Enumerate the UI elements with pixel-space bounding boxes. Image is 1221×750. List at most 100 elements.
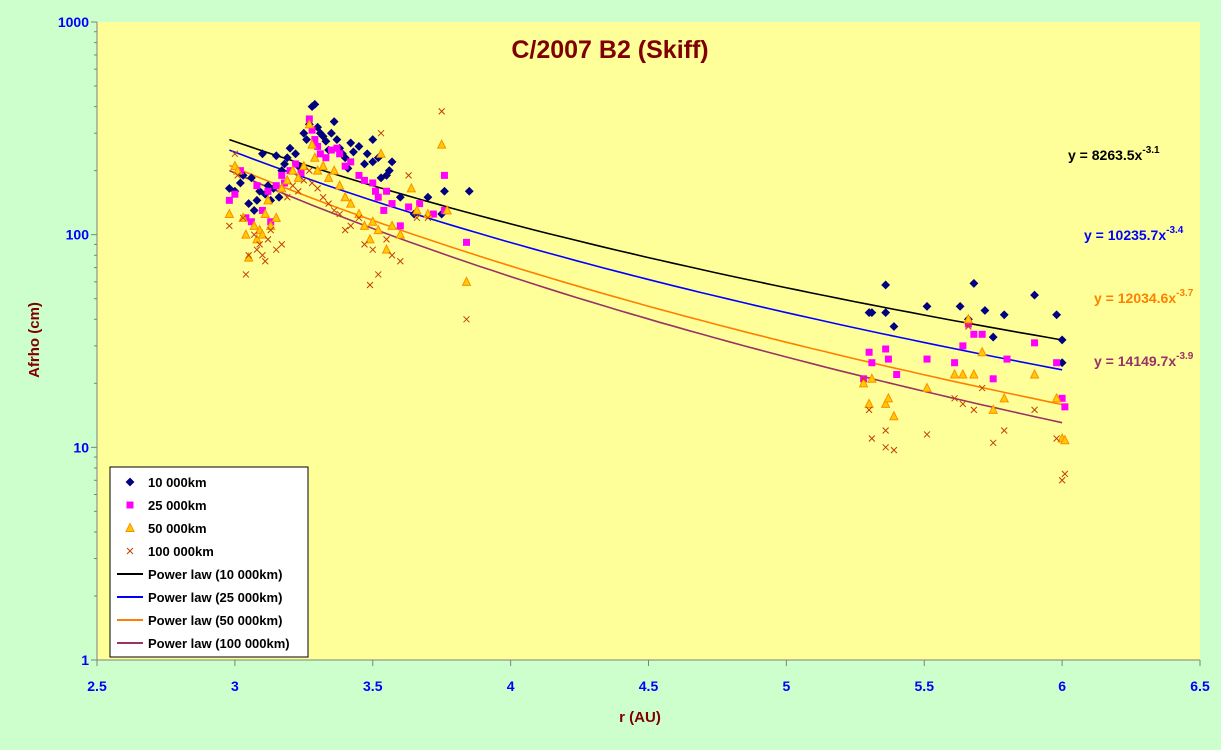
legend-item: Power law (10 000km) xyxy=(117,567,282,582)
data-point xyxy=(889,322,899,331)
data-point xyxy=(304,118,315,129)
data-point xyxy=(355,171,363,179)
data-point xyxy=(923,355,931,363)
data-point xyxy=(416,200,424,208)
trendline-equation: y = 12034.6x-3.7 xyxy=(1094,288,1194,306)
data-point xyxy=(383,236,390,243)
y-axis-title: Afrho (cm) xyxy=(26,302,43,378)
data-point xyxy=(1053,359,1061,367)
data-point xyxy=(241,229,251,239)
data-point xyxy=(424,214,432,222)
data-point xyxy=(463,315,470,323)
data-point xyxy=(440,186,449,196)
data-point xyxy=(234,172,241,179)
y-tick-label: 100 xyxy=(66,227,90,243)
data-point xyxy=(860,375,867,383)
data-point xyxy=(374,271,382,278)
data-point xyxy=(258,206,266,214)
data-point xyxy=(329,165,339,175)
legend-marker xyxy=(125,522,135,532)
data-point xyxy=(388,200,396,208)
data-point xyxy=(292,160,300,168)
data-point xyxy=(285,143,295,153)
data-point xyxy=(232,165,243,175)
data-point xyxy=(316,150,324,158)
data-point xyxy=(308,126,316,134)
data-point xyxy=(893,371,901,379)
legend-item: Power law (100 000km) xyxy=(117,636,290,651)
data-point xyxy=(380,206,388,214)
data-point xyxy=(341,226,349,234)
data-point xyxy=(988,404,998,414)
data-point xyxy=(1058,394,1066,402)
data-point xyxy=(383,187,391,195)
legend-label: 50 000km xyxy=(148,521,207,536)
data-point xyxy=(368,135,378,144)
data-point xyxy=(1000,427,1008,434)
data-point xyxy=(1051,392,1062,403)
data-point xyxy=(978,330,986,338)
y-tick-label: 1000 xyxy=(58,14,89,30)
data-point xyxy=(955,301,965,311)
data-point xyxy=(318,160,328,171)
data-point xyxy=(999,392,1010,403)
data-point xyxy=(314,142,322,150)
data-point xyxy=(969,278,979,288)
legend-label: Power law (10 000km) xyxy=(148,567,282,582)
data-point xyxy=(1058,476,1066,484)
data-point xyxy=(321,136,331,146)
data-point xyxy=(244,199,254,209)
data-point xyxy=(259,251,266,259)
data-point xyxy=(299,160,309,171)
data-point xyxy=(360,176,368,184)
data-point xyxy=(253,182,261,190)
data-point xyxy=(272,182,280,190)
x-tick-label: 6.5 xyxy=(1190,678,1210,694)
data-point xyxy=(1031,406,1038,414)
data-point xyxy=(989,439,997,447)
data-point xyxy=(369,246,377,254)
legend-item: 50 000km xyxy=(125,521,207,536)
legend-marker xyxy=(126,547,134,555)
data-point xyxy=(287,165,298,175)
legend-marker xyxy=(125,477,135,487)
marker-layer xyxy=(224,99,1070,484)
data-point xyxy=(858,377,869,388)
data-point xyxy=(999,310,1009,320)
data-point xyxy=(359,220,370,230)
x-tick-label: 5 xyxy=(782,678,790,694)
data-point xyxy=(297,169,305,177)
data-point xyxy=(336,210,344,218)
data-point xyxy=(362,149,372,159)
data-point xyxy=(345,197,356,208)
data-point xyxy=(272,246,280,254)
data-point xyxy=(283,193,291,201)
data-point xyxy=(276,182,287,193)
data-point xyxy=(864,398,874,408)
data-point xyxy=(395,229,406,239)
legend-label: 100 000km xyxy=(148,544,214,559)
data-point xyxy=(349,147,358,157)
data-point xyxy=(239,214,247,222)
data-point xyxy=(249,206,259,215)
data-point xyxy=(1031,339,1039,347)
data-point xyxy=(291,149,300,159)
data-point xyxy=(1003,355,1011,363)
data-point xyxy=(235,178,245,188)
data-point xyxy=(366,281,374,289)
data-point xyxy=(267,226,275,234)
x-tick-label: 4 xyxy=(507,678,515,694)
trendline-layer xyxy=(229,138,1063,424)
data-point xyxy=(246,173,256,183)
data-point xyxy=(347,158,355,166)
y-tick-label: 1 xyxy=(81,652,89,668)
data-point xyxy=(880,398,891,408)
data-point xyxy=(271,212,282,222)
data-point xyxy=(365,233,375,244)
data-point xyxy=(282,174,293,185)
data-point xyxy=(464,186,474,196)
data-point xyxy=(332,135,342,144)
data-point xyxy=(963,313,974,324)
legend-item: 100 000km xyxy=(126,544,214,559)
data-point xyxy=(278,241,286,248)
